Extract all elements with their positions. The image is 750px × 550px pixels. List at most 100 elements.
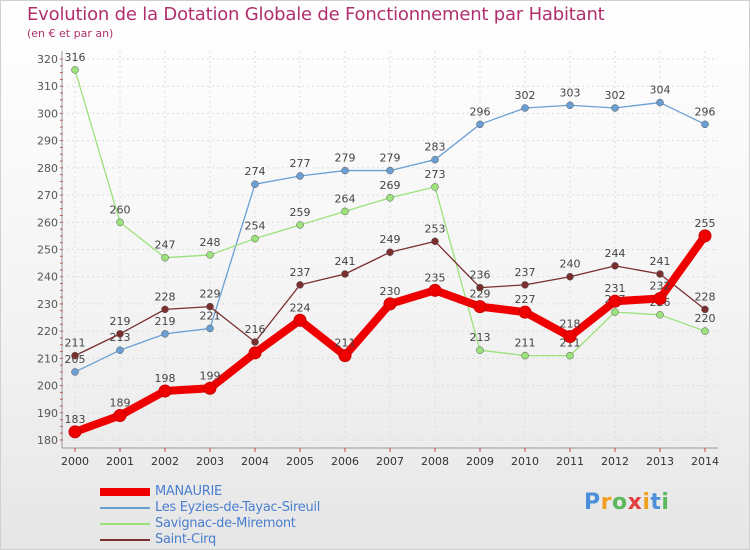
data-point <box>701 120 709 129</box>
data-point <box>116 330 124 338</box>
data-point <box>611 262 619 270</box>
y-tick-label: 320 <box>37 53 58 66</box>
data-label: 259 <box>290 206 311 219</box>
data-label: 247 <box>155 239 176 252</box>
data-point <box>293 313 307 327</box>
data-point <box>428 283 442 297</box>
y-tick-label: 260 <box>37 216 58 229</box>
data-point <box>521 104 529 112</box>
y-tick-label: 290 <box>37 135 58 148</box>
chart-subtitle: (en € et par an) <box>27 27 114 40</box>
logo-letter: o <box>611 490 628 515</box>
data-point <box>476 283 484 292</box>
data-label: 211 <box>515 337 536 350</box>
y-tick-label: 210 <box>37 352 58 365</box>
data-label: 283 <box>425 141 446 154</box>
data-point <box>431 237 439 246</box>
data-point <box>116 218 124 227</box>
data-label: 241 <box>650 255 671 268</box>
data-point <box>341 207 349 216</box>
y-tick-label: 180 <box>37 434 58 447</box>
y-tick-label: 190 <box>37 407 58 420</box>
data-point <box>698 229 712 243</box>
data-label: 244 <box>605 247 626 260</box>
data-point <box>611 308 619 316</box>
y-tick-label: 280 <box>37 162 58 175</box>
data-label: 255 <box>695 217 716 230</box>
data-label: 269 <box>380 179 401 192</box>
data-point <box>113 409 127 423</box>
legend-swatch <box>100 523 150 525</box>
data-label: 296 <box>695 105 716 118</box>
y-tick-label: 310 <box>37 80 58 93</box>
data-point <box>248 346 262 360</box>
data-point <box>296 221 304 229</box>
data-point <box>563 330 577 344</box>
data-label: 296 <box>470 105 491 118</box>
x-tick-label: 2002 <box>151 455 179 468</box>
data-label: 249 <box>380 233 401 246</box>
x-tick-label: 2000 <box>61 455 89 468</box>
y-tick-label: 300 <box>37 107 58 120</box>
data-label: 213 <box>470 331 491 344</box>
data-point <box>608 294 622 308</box>
data-point <box>386 248 394 256</box>
data-point <box>473 300 487 314</box>
y-tick-label: 240 <box>37 271 58 284</box>
data-label: 304 <box>650 84 671 97</box>
data-label: 241 <box>335 255 356 268</box>
x-tick-label: 2005 <box>286 455 314 468</box>
y-tick-label: 250 <box>37 244 58 257</box>
y-tick-label: 230 <box>37 298 58 311</box>
data-point <box>158 384 172 398</box>
data-label: 199 <box>200 369 221 382</box>
data-label: 316 <box>65 51 86 64</box>
data-point <box>701 327 709 335</box>
x-tick-label: 2013 <box>646 455 674 468</box>
data-label: 236 <box>470 269 491 282</box>
data-point <box>566 101 574 110</box>
data-point <box>161 330 169 338</box>
logo-letter: i <box>661 490 670 515</box>
data-point <box>611 104 619 112</box>
data-label: 227 <box>515 293 536 306</box>
data-point <box>656 270 664 278</box>
data-label: 221 <box>200 309 221 322</box>
data-point <box>566 272 574 281</box>
data-point <box>386 166 394 175</box>
x-tick-label: 2010 <box>511 455 539 468</box>
x-tick-label: 2008 <box>421 455 449 468</box>
data-label: 230 <box>380 285 401 298</box>
data-point <box>656 311 664 319</box>
data-point <box>383 297 397 311</box>
data-label: 213 <box>110 331 131 344</box>
data-point <box>296 172 304 180</box>
data-label: 211 <box>335 337 356 350</box>
series-les-eyzies-de-tayac-sireuil: 205 213 219 221 274 277 279 279 283 296 302 303 302 3… <box>65 84 716 376</box>
data-label: 224 <box>290 301 311 314</box>
data-point <box>341 166 349 175</box>
data-point <box>206 302 214 311</box>
data-point <box>68 425 82 439</box>
legend-label: Savignac-de-Miremont <box>155 516 296 531</box>
data-label: 232 <box>650 279 671 292</box>
logo-letter: P <box>584 490 601 515</box>
y-tick-label: 220 <box>37 325 58 338</box>
data-point <box>296 281 304 289</box>
data-point <box>338 349 352 363</box>
data-label: 228 <box>695 290 716 303</box>
data-label: 235 <box>425 271 446 284</box>
data-label: 279 <box>380 152 401 165</box>
data-label: 302 <box>515 89 536 102</box>
y-tick-label: 200 <box>37 380 58 393</box>
legend-swatch <box>100 488 150 496</box>
legend-swatch <box>100 539 150 541</box>
data-label: 237 <box>290 266 311 279</box>
y-tick-label: 270 <box>37 189 58 202</box>
data-point <box>521 281 529 289</box>
data-label: 264 <box>335 192 356 205</box>
data-point <box>431 183 439 191</box>
data-label: 220 <box>695 312 716 325</box>
data-point <box>521 351 529 360</box>
